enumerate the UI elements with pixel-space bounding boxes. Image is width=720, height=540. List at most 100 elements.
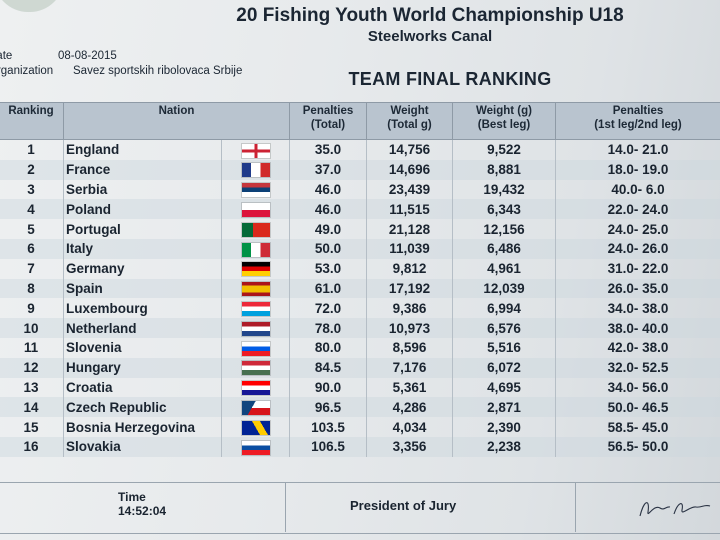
cell-nation: Slovenia — [63, 337, 222, 358]
czech-flag-icon — [241, 400, 270, 415]
cell-penalties-total: 96.5 — [289, 397, 367, 418]
cell-nation: Slovakia — [63, 436, 222, 457]
cell-penalties-legs: 14.0- 21.0 — [555, 139, 720, 160]
cell-flag — [221, 417, 290, 437]
cell-penalties-legs: 24.0- 26.0 — [555, 238, 720, 259]
cell-nation: Poland — [63, 199, 222, 220]
cell-nation: Italy — [63, 238, 222, 259]
cell-flag — [221, 318, 290, 338]
time-label: Time — [118, 490, 146, 504]
cell-rank: 1 — [0, 139, 64, 160]
cell-penalties-total: 72.0 — [289, 298, 367, 319]
cell-weight-best: 5,516 — [452, 337, 556, 358]
table-row: 4 Poland 46.0 11,515 6,343 22.0- 24.0 — [0, 199, 720, 220]
cell-nation: Hungary — [63, 357, 222, 378]
cell-nation: Spain — [63, 278, 222, 299]
col-weight-total-l2: (Total g) — [387, 119, 432, 131]
cell-weight-best: 9,522 — [452, 139, 556, 160]
cell-nation: France — [63, 159, 222, 180]
cell-weight-best: 6,994 — [452, 298, 556, 319]
cell-rank: 2 — [0, 159, 64, 180]
table-row: 11 Slovenia 80.0 8,596 5,516 42.0- 38.0 — [0, 337, 720, 358]
luxembourg-flag-icon — [241, 301, 270, 316]
cell-rank: 12 — [0, 357, 64, 378]
cell-rank: 10 — [0, 318, 64, 338]
england-flag-icon — [241, 143, 270, 158]
date-line: Date 08-08-2015 — [0, 50, 117, 62]
table-row: 10 Netherland 78.0 10,973 6,576 38.0- 40.0 — [0, 318, 720, 338]
cell-weight-best: 8,881 — [452, 159, 556, 180]
table-row: 9 Luxembourg 72.0 9,386 6,994 34.0- 38.0 — [0, 298, 720, 319]
cell-weight-total: 4,286 — [366, 397, 453, 418]
table-header-row: Ranking Nation Penalties (Total) Weight (T… — [0, 102, 720, 140]
cell-penalties-total: 61.0 — [289, 278, 367, 299]
col-penalties-legs-l1: Penalties — [612, 105, 664, 117]
cell-nation: Bosnia Herzegovina — [63, 417, 222, 437]
cell-penalties-legs: 18.0- 19.0 — [555, 159, 720, 180]
cell-penalties-legs: 42.0- 38.0 — [555, 337, 720, 358]
cell-penalties-total: 50.0 — [289, 238, 367, 259]
cell-penalties-total: 37.0 — [289, 159, 367, 180]
cell-rank: 5 — [0, 219, 64, 239]
france-flag-icon — [241, 163, 270, 178]
hungary-flag-icon — [241, 361, 270, 376]
cell-weight-total: 17,192 — [366, 278, 453, 299]
cell-penalties-legs: 24.0- 25.0 — [555, 219, 720, 239]
cell-rank: 15 — [0, 417, 64, 437]
cell-weight-total: 3,356 — [366, 436, 453, 457]
col-weight-total: Weight (Total g) — [366, 102, 453, 140]
cell-penalties-total: 53.0 — [289, 258, 367, 279]
cell-weight-total: 7,176 — [366, 357, 453, 378]
slovenia-flag-icon — [241, 341, 270, 356]
organization-value: Savez sportskih ribolovaca Srbije — [73, 65, 243, 77]
table-row: 2 France 37.0 14,696 8,881 18.0- 19.0 — [0, 159, 720, 180]
cell-flag — [221, 258, 290, 279]
ranking-table: Ranking Nation Penalties (Total) Weight (T… — [0, 102, 720, 457]
cell-weight-best: 4,961 — [452, 258, 556, 279]
cell-penalties-total: 106.5 — [289, 436, 367, 457]
cell-flag — [221, 357, 290, 378]
footer-box — [0, 482, 720, 534]
cell-weight-best: 12,156 — [452, 219, 556, 239]
cell-flag — [221, 278, 290, 299]
cell-penalties-legs: 50.0- 46.5 — [555, 397, 720, 418]
cell-weight-total: 21,128 — [366, 219, 453, 239]
cell-penalties-total: 35.0 — [289, 139, 367, 160]
cell-weight-best: 19,432 — [452, 179, 556, 200]
cell-nation: Germany — [63, 258, 222, 279]
cell-weight-total: 9,386 — [366, 298, 453, 319]
table-row: 13 Croatia 90.0 5,361 4,695 34.0- 56.0 — [0, 377, 720, 398]
netherlands-flag-icon — [241, 321, 270, 336]
col-penalties-total-l1: Penalties — [302, 105, 354, 117]
cell-rank: 16 — [0, 436, 64, 457]
cell-weight-total: 11,515 — [366, 199, 453, 220]
cell-penalties-total: 78.0 — [289, 318, 367, 338]
cell-flag — [221, 179, 290, 200]
cell-penalties-legs: 56.5- 50.0 — [555, 436, 720, 457]
table-row: 7 Germany 53.0 9,812 4,961 31.0- 22.0 — [0, 258, 720, 279]
cell-penalties-total: 46.0 — [289, 199, 367, 220]
cell-penalties-legs: 31.0- 22.0 — [555, 258, 720, 279]
col-ranking: Ranking — [0, 102, 64, 140]
cell-rank: 4 — [0, 199, 64, 220]
table-row: 15 Bosnia Herzegovina 103.5 4,034 2,390 58.5-… — [0, 417, 720, 437]
col-penalties-total: Penalties (Total) — [289, 102, 367, 140]
footer-divider — [575, 482, 576, 532]
cell-rank: 9 — [0, 298, 64, 319]
cell-penalties-legs: 26.0- 35.0 — [555, 278, 720, 299]
cell-penalties-total: 84.5 — [289, 357, 367, 378]
cell-nation: Czech Republic — [63, 397, 222, 418]
cell-penalties-total: 90.0 — [289, 377, 367, 398]
date-value: 08-08-2015 — [58, 50, 117, 62]
cell-flag — [221, 377, 290, 398]
table-row: 12 Hungary 84.5 7,176 6,072 32.0- 52.5 — [0, 357, 720, 378]
cell-weight-best: 2,390 — [452, 417, 556, 437]
cell-weight-total: 4,034 — [366, 417, 453, 437]
cell-flag — [221, 199, 290, 220]
poland-flag-icon — [241, 203, 270, 217]
cell-weight-total: 9,812 — [366, 258, 453, 279]
cell-nation: Portugal — [63, 219, 222, 239]
organization-line: Organization Savez sportskih ribolovaca S… — [0, 65, 242, 77]
cell-nation: Netherland — [63, 318, 222, 338]
